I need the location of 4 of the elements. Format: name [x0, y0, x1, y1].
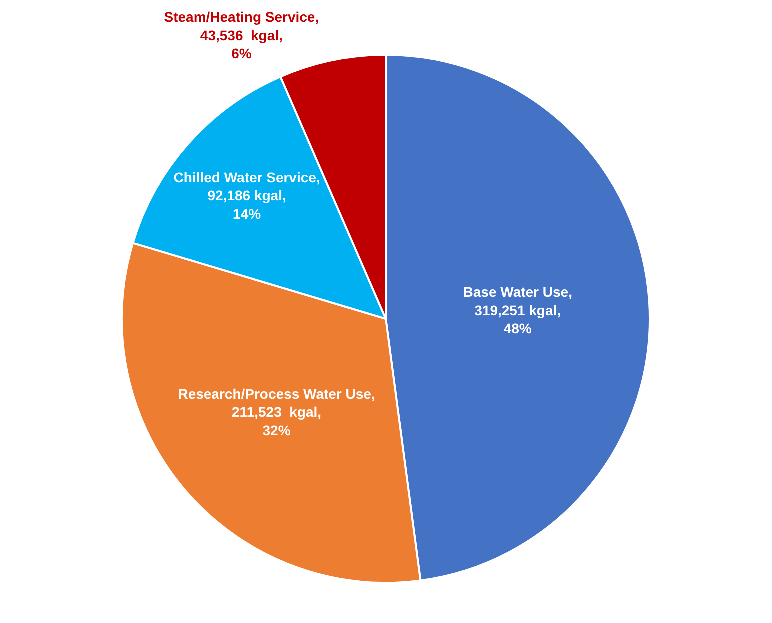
slice-label: Chilled Water Service, 92,186 kgal, 14% — [174, 169, 320, 222]
slice-label: Base Water Use, 319,251 kgal, 48% — [463, 284, 572, 336]
slice-label: Research/Process Water Use, 211,523 kgal, 32% — [178, 386, 376, 438]
slice-label: Steam/Heating Service, 43,536 kgal, 6% — [164, 9, 320, 62]
